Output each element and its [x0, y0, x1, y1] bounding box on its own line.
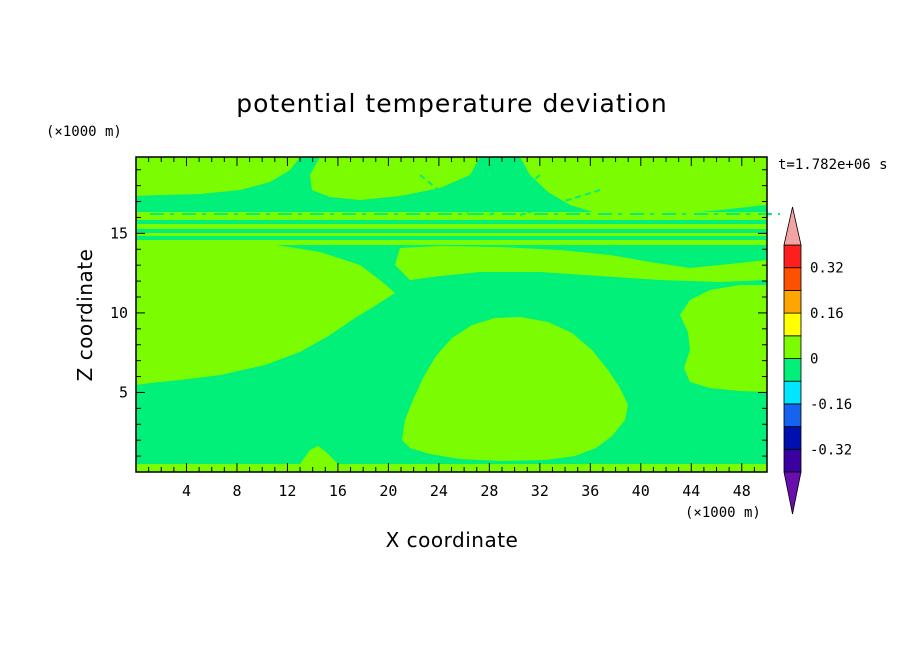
y-unit-label: (×1000 m): [46, 124, 122, 140]
colorbar: -0.32 -0.16 0 0.16 0.32: [783, 206, 852, 515]
x-tick-label: 4: [182, 482, 191, 500]
colorbar-upper-extension: [783, 206, 802, 246]
y-tick-label: 10: [110, 304, 128, 322]
field-band-4: [136, 240, 767, 245]
time-label: t=1.782e+06 s: [778, 157, 888, 173]
field-region-upper-mid: [310, 157, 480, 200]
colorbar-label: 0.16: [810, 306, 844, 322]
colorbar-bin: [783, 244, 802, 269]
field-bump-left: [300, 446, 338, 464]
x-tick-label: 12: [278, 482, 296, 500]
field-region-upper-left: [136, 157, 300, 196]
field-band-2: [136, 224, 767, 229]
colorbar-bin: [783, 267, 802, 291]
colorbar-lower-extension: [783, 471, 802, 515]
colorbar-label: 0: [810, 352, 818, 368]
x-tick-label: 48: [733, 482, 751, 500]
x-tick-label: 28: [480, 482, 498, 500]
y-tick-label: 15: [110, 224, 128, 242]
colorbar-bin: [783, 335, 802, 359]
y-tick-label: 5: [119, 383, 128, 401]
y-axis-label: Z coordinate: [73, 249, 97, 382]
field-band-3: [136, 233, 767, 236]
x-tick-label: 40: [632, 482, 650, 500]
colorbar-bin: [783, 312, 802, 337]
x-tick-label: 16: [329, 482, 347, 500]
x-tick-label: 36: [581, 482, 599, 500]
colorbar-label: 0.32: [810, 261, 844, 277]
x-unit-label: (×1000 m): [685, 505, 761, 521]
colorbar-bin: [783, 403, 802, 427]
field-region-right: [680, 285, 767, 392]
colorbar-bin: [783, 426, 802, 450]
chart-title: potential temperature deviation: [236, 89, 667, 118]
x-tick-label: 8: [232, 482, 241, 500]
colorbar-label: -0.32: [810, 442, 852, 458]
x-tick-label: 24: [430, 482, 448, 500]
positive-regions: [136, 157, 767, 472]
colorbar-bin: [783, 358, 802, 382]
field-band-1: [136, 212, 767, 220]
field-region-under-band: [395, 246, 767, 282]
band-streaks: [136, 174, 780, 269]
x-tick-label: 32: [531, 482, 549, 500]
field-region-dome: [402, 317, 628, 461]
x-axis-label: X coordinate: [386, 528, 519, 552]
colorbar-label: -0.16: [810, 397, 852, 413]
colorbar-bin: [783, 380, 802, 405]
x-tick-label: 20: [379, 482, 397, 500]
field-region-lower-left: [136, 241, 395, 385]
field-region-upper-right: [520, 157, 767, 216]
colorbar-bin: [783, 448, 802, 473]
x-tick-label: 44: [682, 482, 700, 500]
colorbar-bin: [783, 289, 802, 314]
